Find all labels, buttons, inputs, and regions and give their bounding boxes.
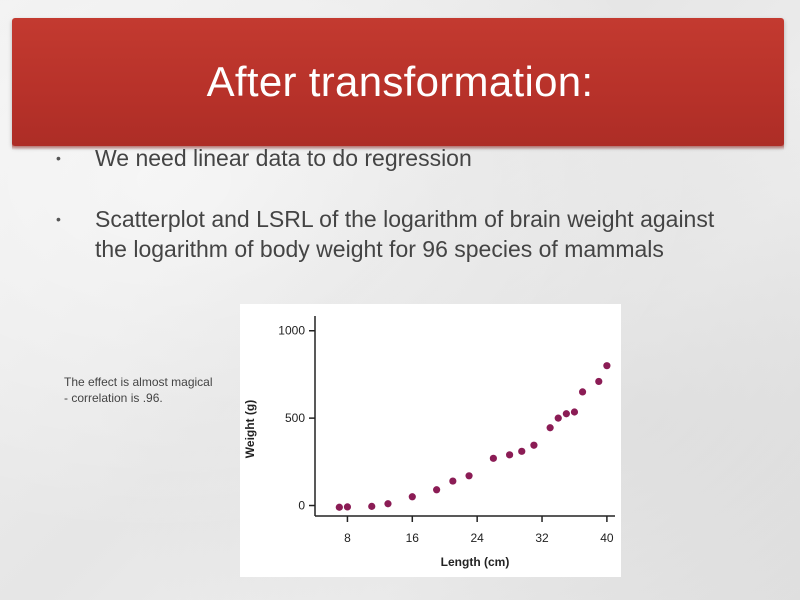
data-point-11 [530, 441, 538, 449]
data-point-2 [368, 502, 376, 510]
scatter-chart: 8 16 24 32 40 0 500 1000 Length (cm) Weight (g) [240, 304, 621, 577]
x-axis-label: Length (cm) [441, 555, 510, 569]
bullet-dot-1: • [56, 150, 61, 166]
annotation-note: The effect is almost magical - correlati… [64, 375, 213, 405]
bullet-text-1: We need linear data to do regression [95, 145, 472, 171]
chart-svg: 8 16 24 32 40 0 500 1000 Length (cm) Weight (g) [243, 316, 615, 569]
data-point-14 [562, 410, 570, 418]
data-point-12 [546, 424, 554, 432]
y-axis-label: Weight (g) [243, 400, 257, 458]
bullet-text-2: Scatterplot and LSRL of the logarithm of… [95, 206, 715, 262]
data-point-13 [554, 414, 562, 422]
x-tick-label-1: 16 [406, 531, 420, 545]
data-point-15 [570, 408, 579, 416]
data-point-8 [489, 454, 497, 462]
slide-title: After transformation: [206, 58, 594, 105]
y-tick-label-2: 1000 [278, 324, 305, 338]
data-point-18 [603, 362, 611, 370]
data-point-9 [505, 451, 514, 459]
data-point-17 [595, 377, 603, 386]
data-point-6 [449, 477, 457, 485]
y-tick-label-0: 0 [298, 499, 305, 513]
title-banner [12, 18, 784, 150]
x-tick-label-0: 8 [344, 531, 351, 545]
y-tick-label-1: 500 [285, 411, 305, 425]
data-point-4 [408, 493, 416, 501]
x-tick-label-3: 32 [535, 531, 549, 545]
data-point-0 [335, 503, 343, 511]
data-point-1 [343, 503, 352, 511]
data-point-16 [578, 388, 587, 396]
x-tick-label-4: 40 [600, 531, 614, 545]
x-tick-label-2: 24 [470, 531, 484, 545]
data-point-10 [518, 447, 526, 455]
data-point-3 [384, 500, 392, 508]
bullet-dot-2: • [56, 211, 61, 227]
data-point-5 [433, 486, 441, 494]
data-point-7 [465, 472, 473, 480]
